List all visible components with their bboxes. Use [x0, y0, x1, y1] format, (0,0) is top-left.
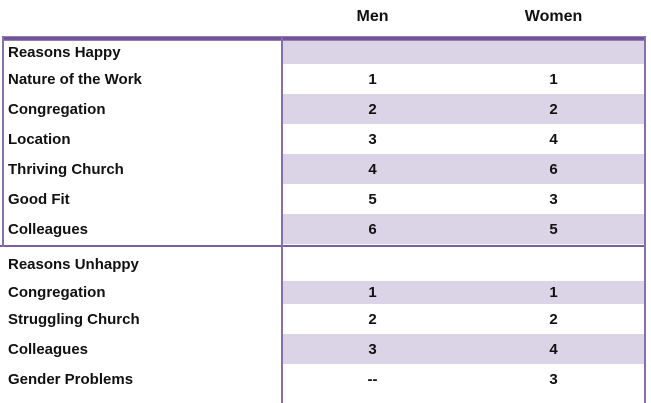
row-values: 4 6	[282, 154, 644, 184]
table-row-colleagues-happy: Colleagues 6 5	[0, 214, 651, 244]
men-value	[282, 247, 463, 281]
row-label: Reasons Happy	[0, 41, 282, 64]
men-value: 5	[368, 190, 377, 208]
men-value: 4	[368, 160, 377, 178]
row-values: 5 3	[282, 184, 644, 214]
label-column-divider	[281, 36, 283, 403]
row-values: 3 4	[282, 334, 644, 364]
women-value: 3	[549, 370, 558, 388]
row-values: 2 2	[282, 94, 644, 124]
men-value: 1	[368, 284, 377, 301]
table-row-location: Location 3 4	[0, 124, 651, 154]
row-label: Struggling Church	[0, 304, 282, 334]
table-top-border	[2, 36, 646, 41]
row-values	[282, 41, 644, 64]
table-row-good-fit: Good Fit 5 3	[0, 184, 651, 214]
women-value: 1	[549, 284, 558, 301]
men-value: 2	[368, 310, 377, 328]
women-value: 4	[549, 130, 558, 148]
women-value: 2	[549, 100, 558, 118]
table-row-congregation-unhappy: Congregation 1 1	[0, 281, 651, 304]
row-values: 2 2	[282, 304, 644, 334]
row-values: 3 4	[282, 124, 644, 154]
table-row-section-reasons-unhappy: Reasons Unhappy	[0, 247, 651, 281]
table-left-border	[2, 36, 4, 247]
women-value: 6	[549, 160, 558, 178]
row-values	[282, 247, 644, 281]
men-value: 3	[368, 340, 377, 358]
table-right-border	[644, 36, 646, 403]
row-label: Congregation	[0, 281, 282, 304]
table-row-gender-problems: Gender Problems -- 3	[0, 364, 651, 394]
men-value: --	[367, 370, 378, 388]
table-row-nature-of-the-work: Nature of the Work 1 1	[0, 64, 651, 94]
women-value: 5	[549, 220, 558, 238]
table-row-struggling-church: Struggling Church 2 2	[0, 304, 651, 334]
row-label: Location	[0, 124, 282, 154]
row-label: Nature of the Work	[0, 64, 282, 94]
row-label: Good Fit	[0, 184, 282, 214]
women-value	[463, 41, 644, 64]
column-header-women: Women	[524, 8, 583, 25]
row-label: Reasons Unhappy	[0, 247, 282, 281]
men-value: 3	[368, 130, 377, 148]
section-separator-line	[0, 245, 646, 247]
men-value: 2	[368, 100, 377, 118]
row-label: Colleagues	[0, 214, 282, 244]
women-value: 1	[549, 70, 558, 88]
women-value: 4	[549, 340, 558, 358]
table-header: Men Women	[0, 0, 651, 36]
men-value: 6	[368, 220, 377, 238]
women-value: 2	[549, 310, 558, 328]
table-row-congregation-happy: Congregation 2 2	[0, 94, 651, 124]
women-value: 3	[549, 190, 558, 208]
row-values: -- 3	[282, 364, 644, 394]
table-row-colleagues-unhappy: Colleagues 3 4	[0, 334, 651, 364]
table-row-thriving-church: Thriving Church 4 6	[0, 154, 651, 184]
column-header-men: Men	[356, 8, 389, 25]
row-label: Congregation	[0, 94, 282, 124]
women-value	[463, 247, 644, 281]
men-value: 1	[368, 70, 377, 88]
table-row-section-reasons-happy: Reasons Happy	[0, 41, 651, 64]
row-label: Gender Problems	[0, 364, 282, 394]
row-label: Thriving Church	[0, 154, 282, 184]
row-values: 1 1	[282, 281, 644, 304]
row-label: Colleagues	[0, 334, 282, 364]
row-values: 1 1	[282, 64, 644, 94]
row-values: 6 5	[282, 214, 644, 244]
men-value	[282, 41, 463, 64]
